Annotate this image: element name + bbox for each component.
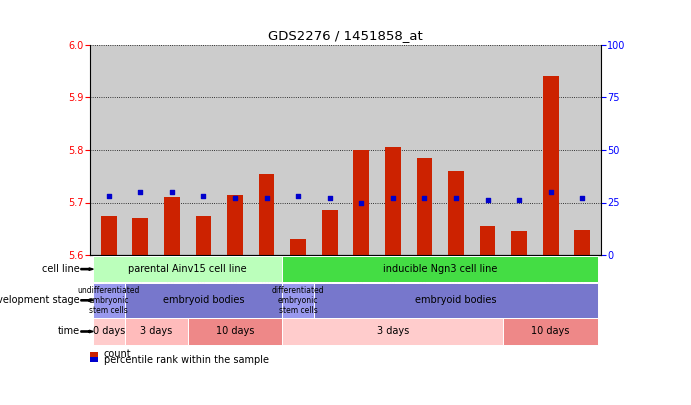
Bar [417, 158, 433, 255]
Bar [227, 195, 243, 255]
Point [451, 195, 462, 202]
Text: 3 days: 3 days [377, 326, 409, 337]
Bar [353, 150, 369, 255]
Bar [101, 216, 117, 255]
Bar [322, 211, 338, 255]
Text: embryoid bodies: embryoid bodies [415, 295, 497, 305]
Point [135, 189, 146, 195]
Title: GDS2276 / 1451858_at: GDS2276 / 1451858_at [268, 29, 423, 42]
Point [388, 195, 399, 202]
Text: 10 days: 10 days [531, 326, 570, 337]
Text: 3 days: 3 days [140, 326, 172, 337]
Bar [164, 197, 180, 255]
Point [167, 189, 178, 195]
Bar [290, 239, 306, 255]
Text: inducible Ngn3 cell line: inducible Ngn3 cell line [383, 264, 498, 274]
Point [419, 195, 430, 202]
Point [103, 193, 114, 199]
Text: parental Ainv15 cell line: parental Ainv15 cell line [129, 264, 247, 274]
Bar [196, 216, 211, 255]
Point [545, 189, 556, 195]
Point [261, 195, 272, 202]
Bar [542, 76, 558, 255]
Bar [574, 230, 590, 255]
Text: development stage: development stage [0, 295, 79, 305]
Text: 10 days: 10 days [216, 326, 254, 337]
Point [577, 195, 588, 202]
Text: percentile rank within the sample: percentile rank within the sample [104, 355, 269, 364]
Text: time: time [57, 326, 79, 337]
Bar [448, 171, 464, 255]
Point [324, 195, 335, 202]
Text: count: count [104, 350, 131, 359]
Point [482, 197, 493, 204]
Text: differentiated
embryonic
stem cells: differentiated embryonic stem cells [272, 286, 325, 315]
Bar [133, 218, 149, 255]
Point [292, 193, 303, 199]
Text: 0 days: 0 days [93, 326, 125, 337]
Bar [385, 147, 401, 255]
Bar [258, 174, 274, 255]
Point [198, 193, 209, 199]
Text: embryoid bodies: embryoid bodies [162, 295, 244, 305]
Point [356, 199, 367, 206]
Text: undifferentiated
embryonic
stem cells: undifferentiated embryonic stem cells [77, 286, 140, 315]
Bar [511, 232, 527, 255]
Text: cell line: cell line [41, 264, 79, 274]
Point [229, 195, 240, 202]
Point [513, 197, 524, 204]
Bar [480, 226, 495, 255]
